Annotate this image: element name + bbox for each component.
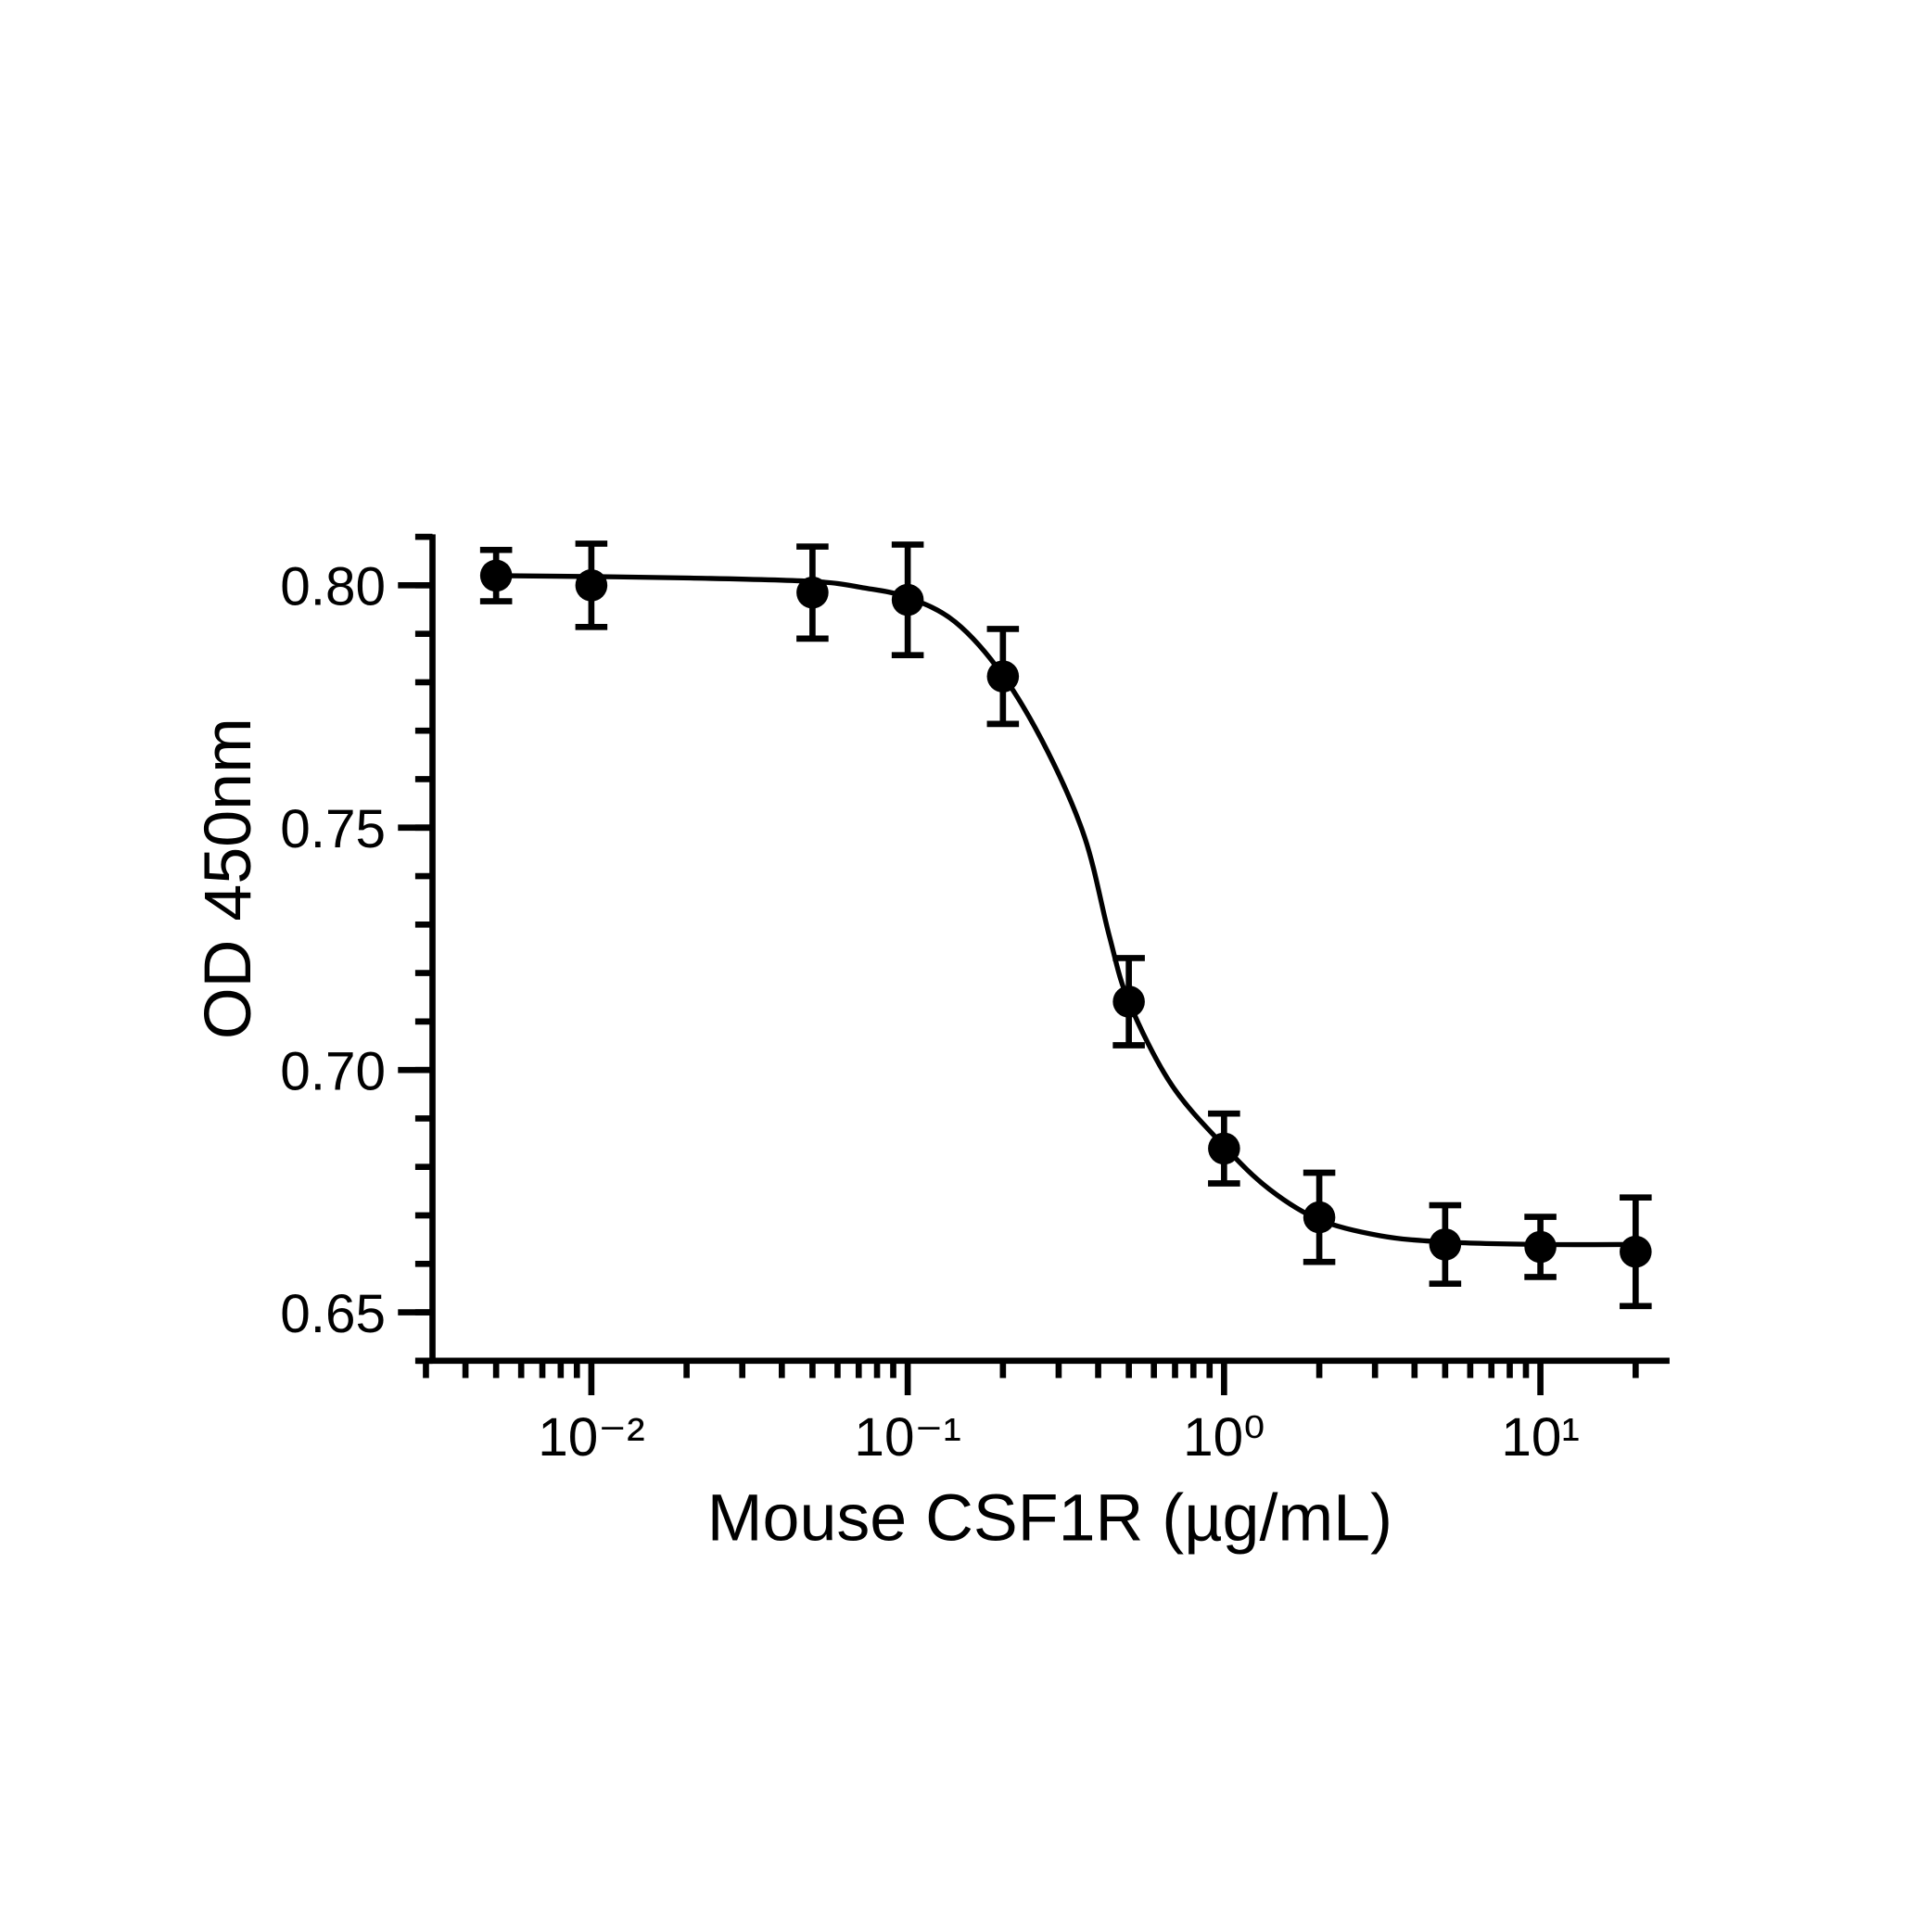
x-axis-title: Mouse CSF1R (µg/mL) xyxy=(707,1481,1392,1555)
data-point xyxy=(796,576,829,609)
data-point xyxy=(1303,1201,1336,1234)
data-point xyxy=(1620,1235,1652,1268)
fit-curve xyxy=(496,573,1636,1248)
data-point xyxy=(891,583,924,616)
y-tick-label: 0.65 xyxy=(280,1284,386,1344)
data-point xyxy=(575,569,608,602)
y-tick-label: 0.75 xyxy=(280,799,386,859)
x-tick-label: 10⁻² xyxy=(538,1407,644,1468)
x-tick-label: 10⁻¹ xyxy=(854,1407,960,1468)
data-point xyxy=(986,660,1020,693)
y-tick-label: 0.70 xyxy=(280,1041,386,1101)
x-tick-label: 10⁰ xyxy=(1183,1407,1265,1468)
data-point xyxy=(479,559,513,592)
data-point xyxy=(1429,1228,1462,1261)
x-tick-label: 10¹ xyxy=(1501,1407,1580,1468)
y-axis-title: OD 450nm xyxy=(191,718,265,1039)
data-point xyxy=(1208,1132,1240,1165)
data-point xyxy=(1524,1230,1557,1264)
y-tick-label: 0.80 xyxy=(280,557,386,617)
data-point xyxy=(1112,985,1145,1018)
